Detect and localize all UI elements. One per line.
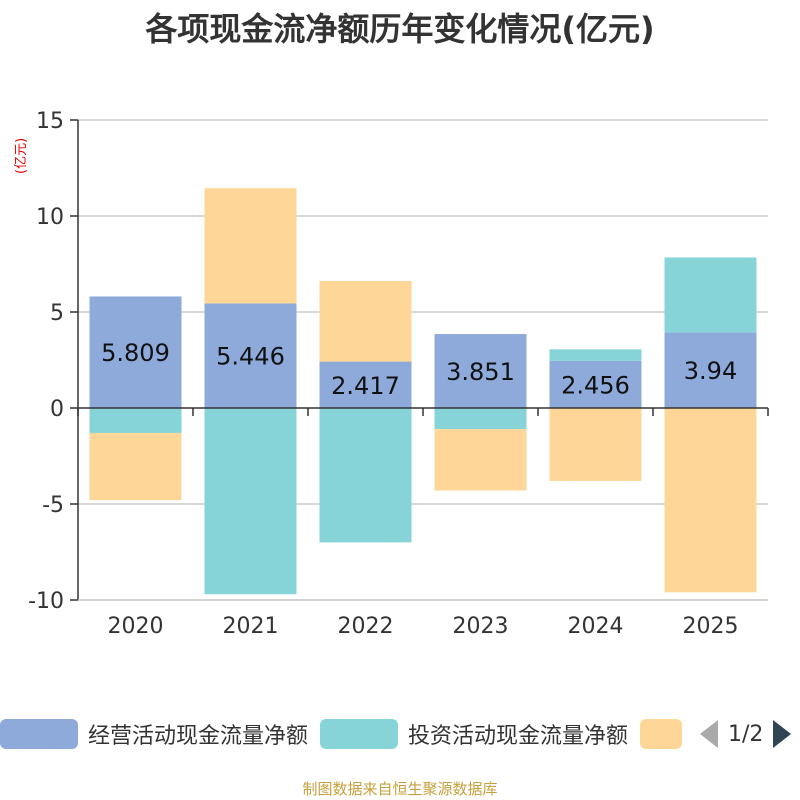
bar-series-2-2022: [319, 280, 412, 362]
legend-swatch-investing: [320, 719, 398, 749]
bar-经营活动现金流量净额-2023: [434, 334, 527, 408]
legend-next-page-icon[interactable]: [773, 720, 792, 748]
bar-经营活动现金流量净额-2022: [319, 361, 412, 408]
data-label: 3.851: [446, 358, 515, 386]
legend-item-operating[interactable]: 经营活动现金流量净额: [0, 715, 308, 753]
bar-投资活动现金流量净额-2021: [204, 408, 297, 595]
data-label: 5.809: [101, 339, 170, 367]
y-tick-label: 5: [50, 301, 64, 326]
legend-page-indicator: 1/2: [728, 721, 764, 747]
x-tick-label: 2023: [453, 614, 509, 639]
bar-series-2-2024: [549, 408, 642, 481]
legend-label-investing: 投资活动现金流量净额: [408, 724, 629, 749]
source-note: 制图数据来自恒生聚源数据库: [302, 780, 498, 798]
legend-label-operating: 经营活动现金流量净额: [88, 724, 309, 749]
bars: [89, 188, 757, 595]
bar-经营活动现金流量净额-2021: [204, 303, 297, 408]
data-labels: 5.809 5.446 2.417 3.851 2.456 3.94: [101, 339, 737, 400]
legend-prev-page-icon[interactable]: [700, 720, 718, 748]
bar-series-2-2020: [89, 432, 182, 501]
axes: -10 -5 0 5 10 15 2020 2021 2022 2023 2024 2025: [28, 109, 769, 639]
y-tick-label: 0: [50, 397, 64, 422]
y-tick-label: -5: [42, 493, 64, 518]
x-tick-label: 2022: [338, 614, 394, 639]
bar-series-2-2023: [434, 429, 527, 491]
bar-投资活动现金流量净额-2024: [549, 349, 642, 361]
bar-投资活动现金流量净额-2025: [664, 257, 757, 333]
legend-swatch-financing: [640, 719, 682, 749]
bar-经营活动现金流量净额-2024: [549, 360, 642, 408]
bar-经营活动现金流量净额-2025: [664, 332, 757, 408]
y-tick-label: 10: [36, 205, 64, 230]
x-tick-label: 2024: [568, 614, 624, 639]
data-label: 5.446: [216, 343, 285, 371]
bar-series-2-2021: [204, 188, 297, 304]
legend-item-investing[interactable]: 投资活动现金流量净额: [320, 715, 628, 753]
data-label: 2.456: [561, 371, 630, 399]
data-label: 2.417: [331, 372, 400, 400]
data-label: 3.94: [684, 357, 737, 385]
legend: 经营活动现金流量净额 投资活动现金流量净额 1/2: [0, 715, 800, 755]
x-tick-label: 2020: [108, 614, 164, 639]
legend-swatch-operating: [0, 719, 78, 749]
bar-series-2-2025: [664, 408, 757, 593]
x-tick-label: 2025: [683, 614, 739, 639]
y-tick-label: -10: [28, 589, 64, 614]
legend-item-financing[interactable]: [640, 715, 692, 753]
legend-pager: 1/2: [700, 715, 792, 753]
x-tick-label: 2021: [223, 614, 279, 639]
chart-title: 各项现金流净额历年变化情况(亿元): [145, 10, 655, 48]
bar-投资活动现金流量净额-2022: [319, 408, 412, 543]
bar-经营活动现金流量净额-2020: [89, 296, 182, 408]
y-tick-label: 15: [36, 109, 64, 134]
bar-投资活动现金流量净额-2020: [89, 408, 182, 433]
bar-投资活动现金流量净额-2023: [434, 408, 527, 430]
